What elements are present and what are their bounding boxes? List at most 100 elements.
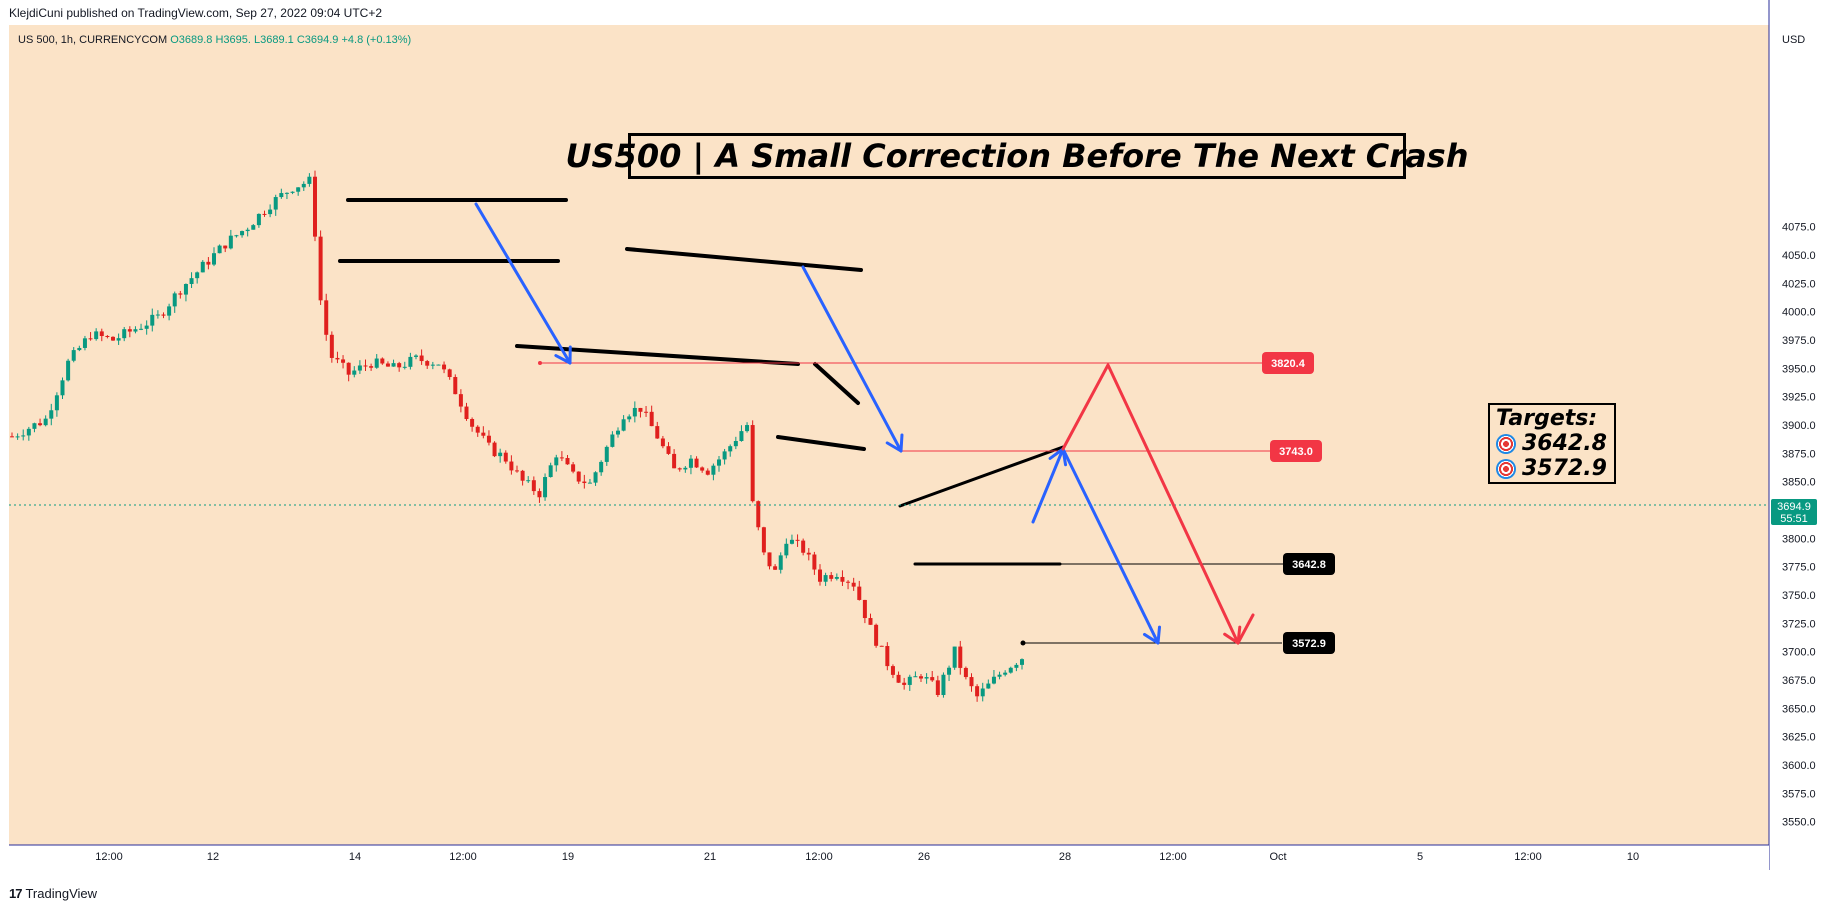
time-tick-label: Oct: [1269, 851, 1286, 863]
candle-body: [947, 667, 952, 675]
candle-body: [874, 624, 879, 646]
candle-body: [846, 581, 851, 583]
candle-body: [318, 236, 323, 301]
target-icon: [1496, 458, 1516, 479]
price-tick-label: 3625.0: [1782, 732, 1816, 744]
price-tick-label: 4075.0: [1782, 222, 1816, 234]
price-tick-label: 4050.0: [1782, 250, 1816, 262]
trendline: [813, 362, 860, 405]
price-tick-label: 3925.0: [1782, 392, 1816, 404]
candle-body: [672, 453, 677, 469]
time-tick-label: 14: [349, 851, 361, 863]
candle-body: [470, 419, 475, 427]
candle-body: [930, 677, 935, 681]
candle-body: [234, 235, 239, 237]
candle-body: [26, 428, 31, 436]
blue-arrow-3: [1031, 447, 1065, 524]
blue-arrow-4-head: [1142, 625, 1162, 645]
candle-body: [885, 646, 890, 667]
candle-body: [363, 365, 368, 367]
price-level-label: [1283, 632, 1335, 654]
candle-body: [919, 676, 923, 679]
candle-body: [341, 359, 346, 363]
candle-body: [99, 331, 104, 336]
candle-body: [632, 407, 637, 417]
candle-body: [520, 470, 525, 481]
candle-body: [683, 467, 688, 470]
price-tick-label: 3800.0: [1782, 533, 1816, 545]
candle-body: [526, 480, 531, 482]
price-axis-bg: [1771, 0, 1834, 845]
candle-body: [94, 331, 99, 340]
candle-body: [958, 646, 963, 668]
candle-body: [705, 470, 710, 475]
candle-body: [464, 406, 469, 420]
candle-body: [559, 457, 564, 459]
candle-body: [616, 430, 620, 435]
candle-body: [380, 358, 385, 364]
candle-body: [430, 364, 435, 366]
candle-body: [604, 446, 609, 462]
candle-body: [116, 338, 121, 341]
candle-body: [369, 366, 374, 368]
drawings-layer: [9, 198, 1769, 646]
candle-body: [621, 419, 626, 431]
target-row: 3642.8: [1496, 431, 1608, 456]
candle-body: [666, 446, 671, 454]
candle-body: [543, 477, 548, 498]
candle-body: [189, 278, 194, 285]
price-tick-label: 3875.0: [1782, 448, 1816, 460]
candle-body: [890, 666, 895, 675]
price-level-value: 3572.9: [1292, 638, 1326, 650]
candle-body: [829, 575, 834, 579]
candle-body: [161, 314, 166, 316]
candle-body: [644, 411, 649, 413]
candle-body: [655, 426, 660, 439]
candle-body: [408, 356, 413, 367]
candle-body: [122, 329, 127, 339]
candle-body: [397, 363, 402, 368]
candle-body: [980, 688, 985, 697]
candle-body: [789, 539, 794, 544]
candle-body: [414, 355, 418, 357]
current-price-value: 3694.9: [1777, 501, 1811, 513]
candle-body: [784, 543, 789, 556]
candle-body: [896, 674, 901, 683]
price-axis[interactable]: USD 3550.0 3575.0 3600.0 3625.0 3650.0 3675.0 3…: [1768, 0, 1834, 870]
candle-body: [677, 468, 682, 470]
candle-body: [975, 686, 980, 697]
time-axis-bg: [0, 845, 1769, 885]
candle-body: [795, 539, 800, 541]
bar-countdown: 55:51: [1780, 513, 1808, 525]
footer-brand[interactable]: 17 TradingView: [9, 886, 97, 901]
candle-body: [329, 334, 334, 358]
price-tick-label: 3900.0: [1782, 420, 1816, 432]
time-axis[interactable]: 12:00 12 14 12:00 19 21 12:00 26 28 12:00 Oct 5 12:0…: [0, 844, 1769, 885]
candle-body: [155, 314, 160, 316]
candle-body: [728, 446, 733, 452]
candle-body: [700, 467, 705, 471]
candle-body: [722, 451, 727, 460]
candle-body: [296, 187, 301, 192]
red-arrow-tail: [1236, 613, 1255, 645]
candle-body: [127, 329, 132, 332]
candle-body: [273, 197, 278, 210]
candle-body: [818, 569, 822, 582]
candle-body: [868, 618, 873, 625]
candle-body: [997, 674, 1002, 677]
targets-title: Targets:: [1496, 406, 1598, 431]
candle-body: [217, 245, 222, 254]
candle-body: [767, 552, 772, 567]
time-tick-label: 12: [207, 851, 219, 863]
candle-body: [660, 438, 665, 447]
price-tick-label: 3550.0: [1782, 817, 1816, 829]
candle-body: [969, 677, 974, 687]
candle-body: [593, 472, 598, 483]
candle-body: [857, 586, 862, 600]
ohlc-values: O3689.8 H3695. L3689.1 C3694.9 +4.8 (+0.…: [170, 34, 412, 46]
candle-body: [498, 452, 503, 457]
trendline: [515, 344, 800, 366]
candle-body: [902, 682, 907, 685]
candle-body: [638, 407, 643, 412]
candle-body: [862, 599, 867, 619]
